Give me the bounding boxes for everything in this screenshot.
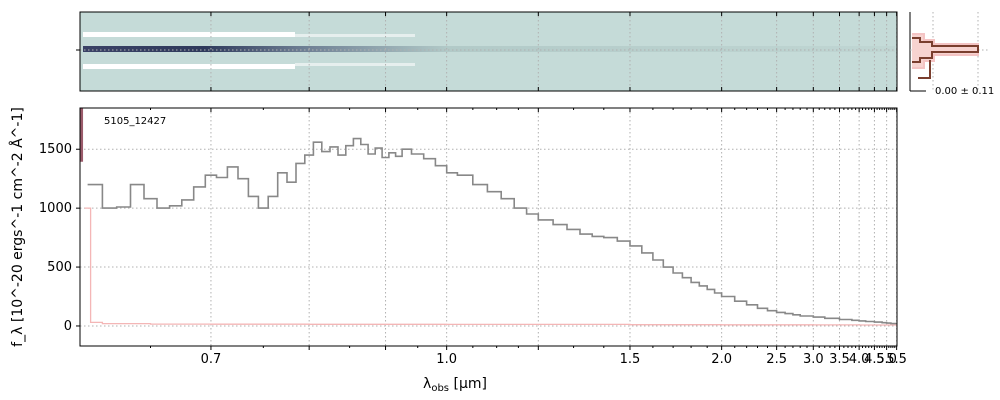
2d-grid: [80, 12, 898, 91]
y-tick-label: 1500: [39, 142, 72, 157]
x-tick-label: 2.5: [766, 352, 787, 367]
x-tick-label: 1.5: [620, 352, 641, 367]
profile-data: [912, 37, 979, 79]
x-tick-label: 5.0: [876, 352, 897, 367]
2d-ticks: [210, 12, 898, 91]
2d-halo-upper: [83, 32, 295, 37]
2d-halo-lower: [83, 64, 295, 69]
error-series: [84, 207, 897, 326]
x-tick-label: 0.7: [201, 352, 222, 367]
x-tick-label: 3.0: [803, 352, 824, 367]
x-tick-label: 4.5: [864, 352, 885, 367]
2d-trace: [83, 46, 895, 52]
y-tick-label: 1000: [39, 201, 72, 216]
2d-frame: [79, 11, 898, 92]
1d-grid: [80, 108, 898, 346]
x-tick-label: 2.0: [711, 352, 732, 367]
x-tick-label: 5.5: [886, 352, 907, 367]
panel-1d-spectrum: 0.7 1.0 1.5 2.0 2.5 3.0 3.54.04.55.05.5 0 500 10…: [9, 107, 907, 394]
1d-x-ticks: 0.7 1.0 1.5 2.0 2.5 3.0 3.54.04.55.05.5: [150, 108, 907, 367]
2d-halo-lower-fade: [295, 63, 415, 66]
panel-cross-profile: 0.00 ± 0.11: [909, 12, 994, 97]
y-tick-label: 500: [47, 260, 72, 275]
x-tick-label: 3.5: [829, 352, 850, 367]
y-tick-label: 0: [64, 319, 72, 334]
x-tick-label: 4.0: [849, 352, 870, 367]
spike-series: [80, 108, 84, 162]
1d-y-ticks: 0 500 1000 1500: [39, 142, 80, 334]
spectrum-series: [87, 137, 897, 325]
1d-frame: [79, 107, 898, 347]
profile-annotation: 0.00 ± 0.11: [935, 86, 994, 97]
y-axis-title: f_λ [10^-20 ergs^-1 cm^-2 Å^-1]: [9, 107, 26, 347]
2d-halo-upper-fade: [295, 34, 415, 37]
x-axis-title: λobs [μm]: [423, 376, 487, 394]
x-tick-label: 1.0: [436, 352, 457, 367]
panel-2d-spectrum: [76, 11, 898, 92]
object-id-label: 5105_12427: [104, 116, 166, 127]
